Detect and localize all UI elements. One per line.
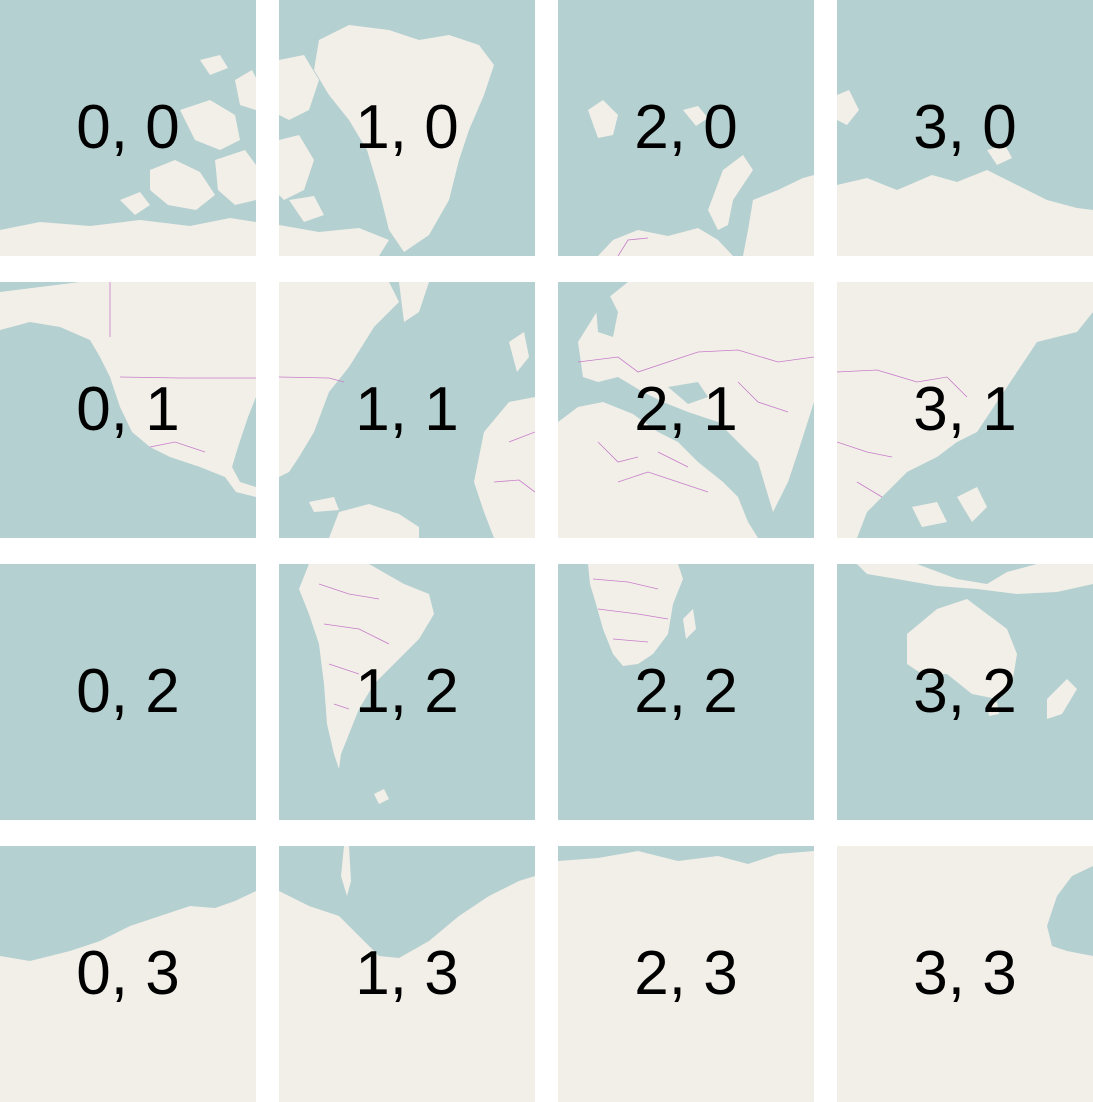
tile-coordinate-label: 2, 2 [634, 657, 738, 726]
land-shape [857, 564, 1093, 719]
map-tile: 2, 2 [558, 564, 814, 820]
tile-coordinate-label: 2, 0 [634, 93, 738, 162]
map-tile: 1, 0 [279, 0, 535, 256]
map-tile: 3, 1 [837, 282, 1093, 538]
map-tile: 3, 0 [837, 0, 1093, 256]
map-tile: 3, 2 [837, 564, 1093, 820]
map-tile: 0, 2 [0, 564, 256, 820]
map-tile: 1, 2 [279, 564, 535, 820]
land-shape [299, 564, 434, 804]
land-shape [558, 282, 814, 538]
tile-coordinate-label: 3, 2 [913, 657, 1017, 726]
tile-coordinate-label: 0, 1 [76, 375, 180, 444]
tile-coordinate-label: 2, 1 [634, 375, 738, 444]
land-shape [588, 100, 814, 256]
land-shape [0, 282, 256, 497]
land-shape [837, 90, 1093, 256]
tile-coordinate-label: 0, 2 [76, 657, 180, 726]
tile-coordinate-label: 0, 3 [76, 939, 180, 1008]
tile-coordinate-label: 1, 0 [355, 93, 459, 162]
tile-coordinate-label: 1, 2 [355, 657, 459, 726]
map-tile: 2, 0 [558, 0, 814, 256]
map-tile: 0, 3 [0, 846, 256, 1102]
land-shape [558, 851, 814, 1102]
land-shape [279, 25, 494, 256]
tile-coordinate-label: 1, 1 [355, 375, 459, 444]
tile-coordinate-label: 2, 3 [634, 939, 738, 1008]
land-shape [0, 55, 256, 256]
land-shape [837, 282, 1093, 538]
map-tile: 2, 3 [558, 846, 814, 1102]
tile-coordinate-label: 3, 1 [913, 375, 1017, 444]
land-shape [0, 891, 256, 1102]
map-tile: 0, 1 [0, 282, 256, 538]
map-tile: 1, 3 [279, 846, 535, 1102]
land-shape [279, 282, 535, 538]
map-tile: 0, 0 [0, 0, 256, 256]
tile-coordinate-label: 3, 3 [913, 939, 1017, 1008]
tile-coordinate-label: 1, 3 [355, 939, 459, 1008]
land-shape [279, 846, 535, 1102]
tile-coordinate-label: 0, 0 [76, 93, 180, 162]
map-tile: 3, 3 [837, 846, 1093, 1102]
map-tile: 2, 1 [558, 282, 814, 538]
map-tile: 1, 1 [279, 282, 535, 538]
tile-coordinate-label: 3, 0 [913, 93, 1017, 162]
land-shape [588, 564, 696, 666]
land-shape [837, 846, 1093, 1102]
